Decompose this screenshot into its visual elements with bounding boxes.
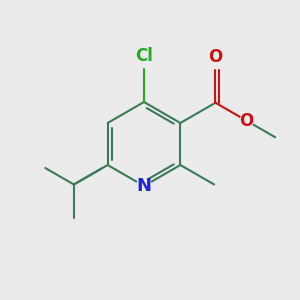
Circle shape (240, 114, 253, 127)
Circle shape (136, 178, 152, 194)
Text: O: O (208, 48, 223, 66)
Text: N: N (136, 177, 152, 195)
Text: Cl: Cl (135, 47, 153, 65)
Text: O: O (239, 112, 254, 130)
